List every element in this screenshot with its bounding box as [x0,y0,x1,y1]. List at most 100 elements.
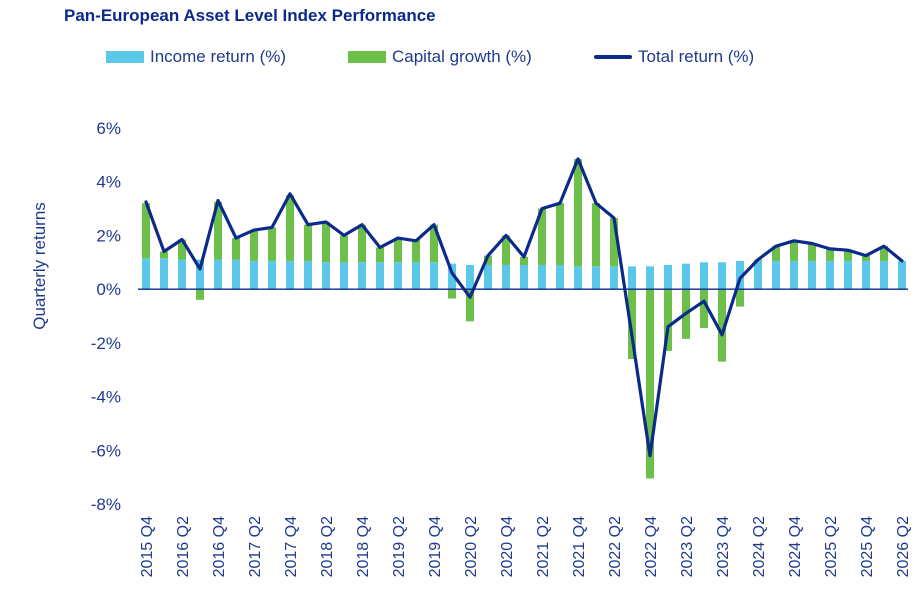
y-tick-label: 0% [96,280,121,299]
x-tick-label: 2025 Q4 [859,516,876,577]
income-bar [142,258,150,290]
legend-swatch-income [106,51,144,63]
income-bar [844,260,852,290]
x-tick-label: 2016 Q2 [175,516,192,577]
capital-bar [232,238,240,260]
capital-bar [646,289,654,479]
capital-bar [304,224,312,261]
legend-item-income: Income return (%) [106,47,286,67]
capital-bar [250,230,258,261]
capital-bar [718,289,726,362]
income-bar [376,262,384,290]
income-bar [466,264,474,290]
total-return-line [144,157,904,458]
x-tick-label: 2023 Q2 [679,516,696,577]
income-bar [430,262,438,290]
y-axis-label: Quarterly returns [30,202,49,330]
x-tick-label: 2025 Q2 [823,516,840,577]
income-bar [808,260,816,290]
income-bar [304,260,312,290]
capital-bar [700,289,708,329]
x-tick-label: 2024 Q2 [751,516,768,577]
income-bar [718,262,726,290]
x-tick-label: 2020 Q4 [499,516,516,577]
capital-bar [502,235,510,265]
capital-bar [664,289,672,351]
capital-bar [592,203,600,267]
capital-bar [322,222,330,263]
capital-bar [862,255,870,261]
y-tick-label: -6% [91,441,121,460]
capital-bar [538,208,546,265]
capital-bar [178,239,186,260]
income-bar [394,262,402,290]
x-tick-label: 2022 Q2 [607,516,624,577]
legend-label-total: Total return (%) [638,47,755,66]
income-bar [160,258,168,290]
capital-bar [340,235,348,263]
x-tick-label: 2018 Q2 [319,516,336,577]
capital-bar [628,289,636,359]
income-bar [826,260,834,290]
capital-bar [844,250,852,261]
income-bar [538,264,546,290]
x-tick-label: 2017 Q4 [283,516,300,577]
y-tick-label: -4% [91,388,121,407]
income-bar [790,260,798,290]
legend-label-income: Income return (%) [150,47,287,66]
income-bar [880,260,888,290]
x-tick-label: 2015 Q4 [139,516,156,577]
income-bar [898,260,906,290]
capital-bar [556,203,564,265]
legend-swatch-total [594,55,632,59]
income-bar [322,262,330,290]
capital-bar [466,289,474,322]
income-bar [340,262,348,290]
x-tick-label: 2022 Q4 [643,516,660,577]
income-bar [736,260,744,290]
legend-label-capital: Capital growth (%) [392,47,532,66]
income-bar [196,259,204,290]
income-bar [502,264,510,290]
income-bar [862,260,870,290]
capital-bar [520,256,528,265]
x-tick-label: 2026 Q2 [895,516,912,577]
income-bar [286,260,294,290]
x-tick-label: 2021 Q2 [535,516,552,577]
capital-bar [394,238,402,263]
y-tick-label: -2% [91,334,121,353]
capital-bar [160,251,168,259]
y-tick-label: -8% [91,495,121,514]
income-bar [232,259,240,290]
y-tick-label: 2% [96,226,121,245]
capital-bar [826,248,834,261]
capital-bar [376,247,384,263]
income-bar [268,260,276,290]
capital-bar [196,289,204,300]
x-tick-label: 2017 Q2 [247,516,264,577]
x-tick-label: 2018 Q4 [355,516,372,577]
income-bar [520,264,528,290]
y-tick-label: 4% [96,173,121,192]
capital-bar [268,227,276,261]
income-bar [484,264,492,290]
income-bar [358,262,366,290]
income-bar [412,262,420,290]
capital-bar [574,158,582,267]
income-bar [250,260,258,290]
income-bar [772,260,780,290]
capital-bar [880,246,888,261]
x-tick-label: 2020 Q2 [463,516,480,577]
income-bar [448,263,456,290]
capital-bar [736,289,744,307]
income-bar [178,259,186,290]
capital-bar [610,217,618,267]
income-bar [592,266,600,290]
y-tick-label: 6% [96,119,121,138]
income-bar [646,266,654,290]
x-tick-label: 2019 Q2 [391,516,408,577]
income-bar [214,259,222,290]
capital-bar [286,195,294,261]
x-tick-label: 2021 Q4 [571,516,588,577]
capital-bar [448,289,456,299]
